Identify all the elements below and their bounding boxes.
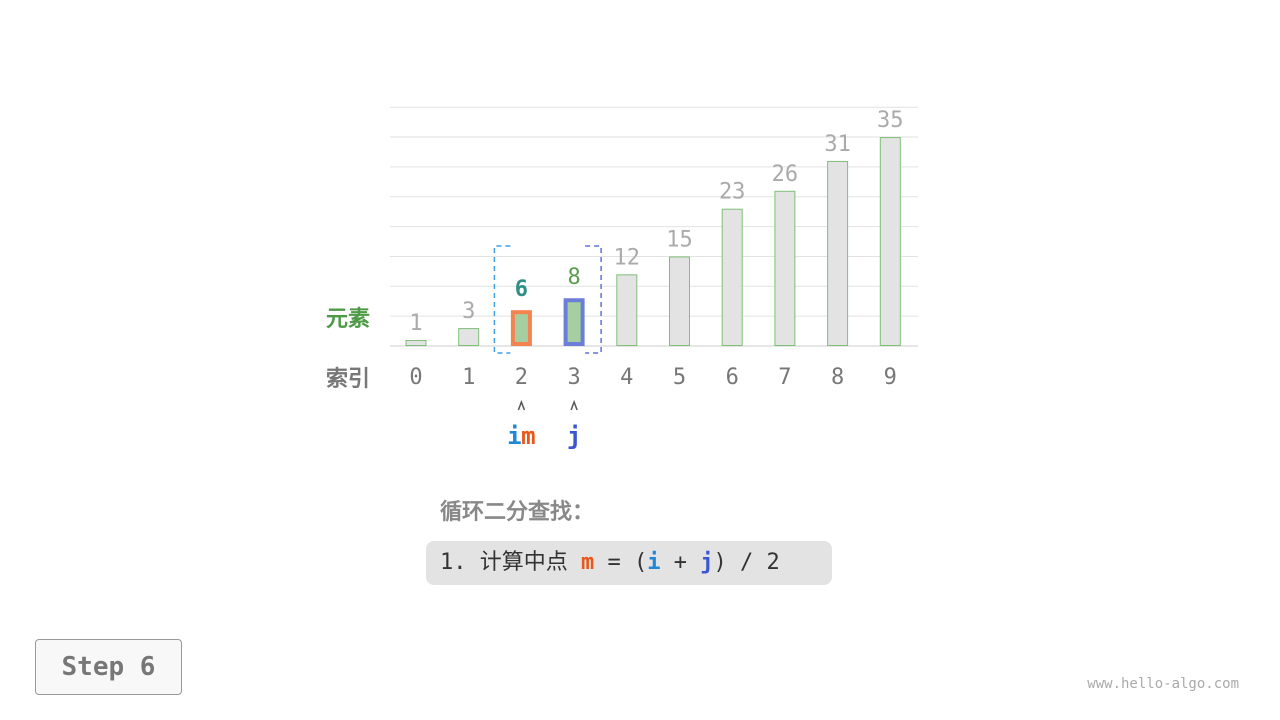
bar-5 [669,256,690,347]
bar-3 [563,298,585,346]
formula-suffix: ) / 2 [713,550,780,575]
index-8: 8 [831,365,844,390]
formula-eq: = ( [594,550,648,575]
algorithm-title: 循环二分查找： [440,500,595,525]
bar-value-1: 3 [462,299,475,324]
index-3: 3 [567,365,580,390]
formula-m: m [580,550,595,575]
bar-0 [405,340,427,346]
bar-7 [774,190,796,346]
bar-2 [510,310,532,346]
index-0: 0 [409,365,422,390]
watermark: www.hello-algo.com [1087,676,1239,692]
index-6: 6 [726,365,739,390]
index-2: 2 [515,365,528,390]
bar-4 [616,274,638,346]
pointer-j: j [567,422,581,450]
step-button[interactable]: Step 6 [35,639,182,695]
element-label: 元素 [326,307,371,332]
index-label: 索引 [326,367,371,392]
bar-value-5: 15 [666,227,693,252]
formula-box: 1. 计算中点 m = (i + j) / 2 [426,541,832,585]
range-right-bracket [585,245,602,354]
index-4: 4 [620,365,633,390]
bar-value-0: 1 [409,311,422,336]
pointer-arrow-icon [570,399,578,411]
bar-value-7: 26 [772,162,799,187]
index-9: 9 [884,365,897,390]
bar-8 [827,160,849,346]
range-left-bracket [493,245,511,354]
bar-value-6: 23 [719,180,746,205]
formula-prefix: 1. 计算中点 [440,550,581,575]
bar-6 [721,208,743,346]
formula-j: j [700,550,714,575]
index-1: 1 [462,365,475,390]
bar-1 [458,328,480,346]
bar-value-3: 8 [567,265,580,290]
bar-value-8: 31 [824,132,851,157]
formula-plus: + [660,550,701,575]
pointer-m: m [521,422,535,450]
formula-i: i [647,550,661,575]
bar-value-9: 35 [877,108,904,133]
bar-value-4: 12 [614,245,641,270]
pointer-arrow-icon [517,399,526,411]
bar-9 [879,137,901,346]
bar-value-2: 6 [515,277,528,302]
pointer-i: i [507,422,521,450]
index-5: 5 [673,365,686,390]
index-7: 7 [778,365,791,390]
